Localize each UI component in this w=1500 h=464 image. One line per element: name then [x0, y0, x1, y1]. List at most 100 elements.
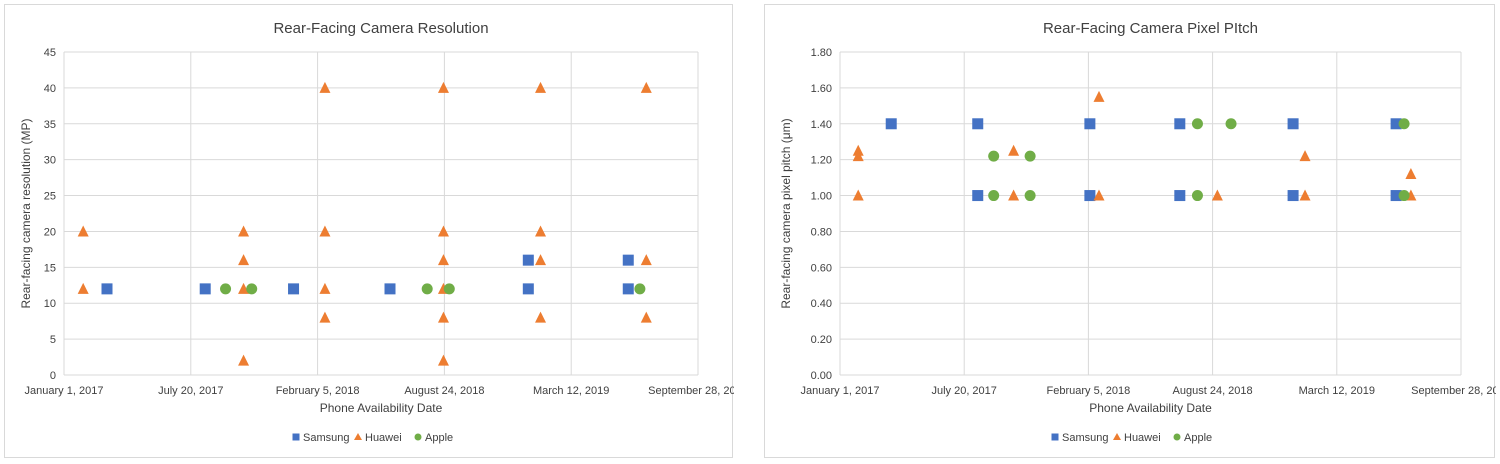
- y-tick-label: 1.20: [811, 155, 832, 167]
- huawei-data-point: [640, 81, 652, 93]
- legend-item-apple: Apple: [1173, 432, 1212, 444]
- apple-data-point: [443, 283, 455, 295]
- legend-item-samsung: Samsung: [1051, 432, 1108, 444]
- series-samsung: [885, 118, 1402, 202]
- huawei-data-point: [640, 311, 652, 323]
- samsung-data-point: [622, 283, 634, 295]
- samsung-data-point: [199, 283, 211, 295]
- y-tick-label: 1.40: [811, 119, 832, 131]
- legend-marker-huawei: [354, 433, 362, 440]
- y-tick-label: 10: [44, 298, 56, 310]
- y-tick-label: 0.20: [811, 334, 832, 346]
- legend-item-huawei: Huawei: [354, 432, 402, 444]
- huawei-data-point: [319, 311, 331, 323]
- legend-label: Huawei: [1124, 432, 1161, 444]
- y-tick-label: 15: [44, 262, 56, 274]
- huawei-data-point: [319, 81, 331, 93]
- samsung-data-point: [522, 283, 534, 295]
- series-huawei: [852, 90, 1417, 201]
- legend-marker-apple: [414, 433, 422, 441]
- samsung-data-point: [622, 254, 634, 266]
- huawei-data-point: [437, 225, 449, 237]
- apple-data-point: [1398, 190, 1410, 202]
- huawei-data-point: [852, 150, 864, 162]
- apple-data-point: [1225, 118, 1237, 130]
- legend-marker-apple: [1173, 433, 1181, 441]
- legend-label: Huawei: [365, 432, 402, 444]
- y-axis-title: Rear-facing camera pixel pitch (μm): [779, 118, 793, 308]
- y-tick-label: 0.40: [811, 298, 832, 310]
- legend-item-samsung: Samsung: [292, 432, 349, 444]
- huawei-data-point: [437, 354, 449, 366]
- apple-data-point: [988, 150, 1000, 162]
- y-axis-title: Rear-facing camera resolution (MP): [19, 118, 33, 308]
- y-tick-label: 40: [44, 83, 56, 95]
- samsung-data-point: [972, 190, 984, 202]
- legend-label: Samsung: [1062, 432, 1108, 444]
- samsung-data-point: [1084, 118, 1096, 130]
- resolution-chart-panel: Rear-Facing Camera Resolution Phone Avai…: [4, 4, 734, 458]
- apple-data-point: [246, 283, 258, 295]
- x-axis-title: Phone Availability Date: [1089, 401, 1212, 415]
- samsung-data-point: [1390, 118, 1402, 130]
- huawei-data-point: [1093, 189, 1105, 201]
- huawei-data-point: [238, 354, 250, 366]
- x-tick-label: September 28, 2019: [648, 385, 734, 397]
- y-tick-label: 0.80: [811, 226, 832, 238]
- samsung-data-point: [522, 254, 534, 266]
- x-tick-label: July 20, 2017: [158, 385, 223, 397]
- samsung-data-point: [384, 283, 396, 295]
- x-tick-label: February 5, 2018: [1047, 385, 1131, 397]
- huawei-data-point: [1008, 189, 1020, 201]
- legend-marker-huawei: [1113, 433, 1121, 440]
- apple-data-point: [1024, 150, 1036, 162]
- x-tick-label: March 12, 2019: [1299, 385, 1375, 397]
- legend-item-huawei: Huawei: [1113, 432, 1161, 444]
- apple-data-point: [220, 283, 232, 295]
- huawei-data-point: [1093, 90, 1105, 102]
- huawei-data-point: [238, 225, 250, 237]
- samsung-data-point: [288, 283, 300, 295]
- x-tick-label: July 20, 2017: [931, 385, 996, 397]
- legend-label: Apple: [1184, 432, 1212, 444]
- huawei-data-point: [319, 282, 331, 294]
- y-tick-label: 25: [44, 191, 56, 203]
- x-tick-label: February 5, 2018: [276, 385, 360, 397]
- series-huawei: [77, 81, 652, 366]
- huawei-data-point: [238, 282, 250, 294]
- pixel-pitch-chart-panel: Rear-Facing Camera Pixel PItch Phone Ava…: [764, 4, 1496, 458]
- x-tick-label: August 24, 2018: [404, 385, 484, 397]
- apple-data-point: [421, 283, 433, 295]
- samsung-data-point: [1287, 118, 1299, 130]
- huawei-data-point: [319, 225, 331, 237]
- apple-data-point: [1024, 190, 1036, 202]
- x-tick-label: September 28, 2019: [1411, 385, 1496, 397]
- chart-title: Rear-Facing Camera Pixel PItch: [1043, 20, 1258, 37]
- y-tick-label: 1.00: [811, 191, 832, 203]
- huawei-data-point: [1405, 168, 1417, 180]
- x-tick-label: January 1, 2017: [801, 385, 880, 397]
- chart-title: Rear-Facing Camera Resolution: [273, 20, 488, 37]
- apple-data-point: [1191, 118, 1203, 130]
- samsung-data-point: [1174, 190, 1186, 202]
- resolution-chart-svg: Rear-Facing Camera Resolution Phone Avai…: [19, 20, 734, 444]
- legend-marker-samsung: [292, 433, 300, 441]
- huawei-data-point: [437, 81, 449, 93]
- samsung-data-point: [1084, 190, 1096, 202]
- samsung-data-point: [972, 118, 984, 130]
- legend-item-apple: Apple: [414, 432, 453, 444]
- series-apple: [988, 118, 1410, 202]
- huawei-data-point: [1299, 150, 1311, 162]
- samsung-data-point: [1287, 190, 1299, 202]
- x-tick-label: August 24, 2018: [1173, 385, 1253, 397]
- y-tick-label: 0.00: [811, 370, 832, 382]
- y-tick-label: 0.60: [811, 262, 832, 274]
- x-axis-title: Phone Availability Date: [320, 401, 443, 415]
- huawei-data-point: [535, 311, 547, 323]
- samsung-data-point: [885, 118, 897, 130]
- apple-data-point: [1191, 190, 1203, 202]
- huawei-data-point: [535, 225, 547, 237]
- huawei-data-point: [535, 81, 547, 93]
- series-apple: [220, 283, 646, 295]
- samsung-data-point: [1390, 190, 1402, 202]
